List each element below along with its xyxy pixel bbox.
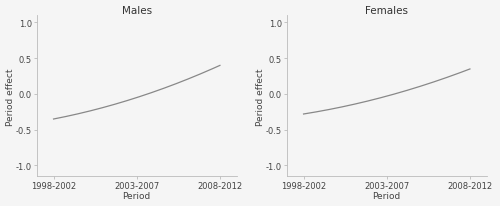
Y-axis label: Period effect: Period effect	[256, 68, 264, 125]
Y-axis label: Period effect: Period effect	[6, 68, 15, 125]
X-axis label: Period: Period	[122, 192, 151, 200]
X-axis label: Period: Period	[372, 192, 401, 200]
Title: Females: Females	[365, 6, 408, 15]
Title: Males: Males	[122, 6, 152, 15]
